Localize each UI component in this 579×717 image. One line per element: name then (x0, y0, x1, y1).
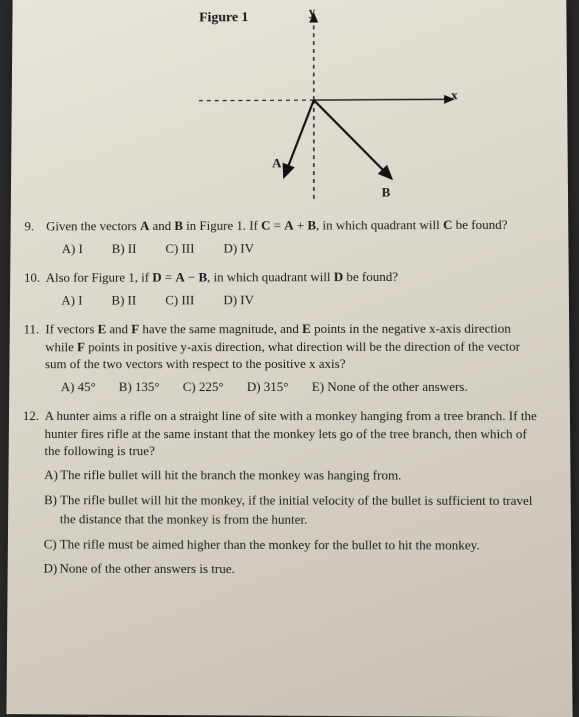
q9-opt-d: D) IV (224, 239, 255, 256)
q10-opt-b: B) II (111, 291, 136, 308)
q9-number: 9. (24, 218, 46, 235)
q12-number: 12. (23, 407, 45, 425)
question-11: 11.If vectors E and F have the same magn… (45, 320, 542, 396)
q10-opt-a: A) I (61, 291, 82, 308)
q10-number: 10. (24, 269, 46, 286)
q9-opt-a: A) I (62, 240, 83, 257)
q12-opt-b: B)The rifle bullet will hit the monkey, … (44, 491, 543, 530)
figure-1: Figure 1 y x A B (155, 5, 474, 204)
question-12: 12.A hunter aims a rifle on a straight l… (43, 407, 542, 580)
q11-opt-d: D) 315° (247, 378, 289, 396)
q11-number: 11. (24, 321, 46, 338)
question-9: 9.Given the vectors A and B in Figure 1.… (46, 216, 540, 257)
q9-options: A) I B) II C) III D) IV (46, 238, 540, 257)
worksheet-page: Figure 1 y x A B 9.Given the vectors A a… (6, 0, 572, 717)
q11-options: A) 45° B) 135° C) 225° D) 315° E) None o… (45, 378, 542, 396)
figure-svg (155, 5, 474, 204)
q11-opt-b: B) 135° (119, 378, 160, 396)
q11-opt-e: E) None of the other answers. (312, 378, 468, 396)
q9-opt-b: B) II (112, 240, 137, 257)
q11-opt-c: C) 225° (183, 378, 224, 396)
question-10: 10.Also for Figure 1, if D = A − B, in w… (46, 268, 541, 309)
q10-opt-c: C) III (165, 291, 194, 308)
q12-opt-a: A)The rifle bullet will hit the branch t… (44, 466, 542, 486)
q10-options: A) I B) II C) III D) IV (46, 290, 541, 309)
q12-opt-d: D)None of the other answers is true. (43, 560, 542, 581)
q11-opt-a: A) 45° (61, 378, 96, 396)
q10-opt-d: D) IV (223, 291, 254, 309)
q9-opt-c: C) III (165, 239, 194, 256)
q12-opt-c: C)The rifle must be aimed higher than th… (44, 535, 543, 555)
